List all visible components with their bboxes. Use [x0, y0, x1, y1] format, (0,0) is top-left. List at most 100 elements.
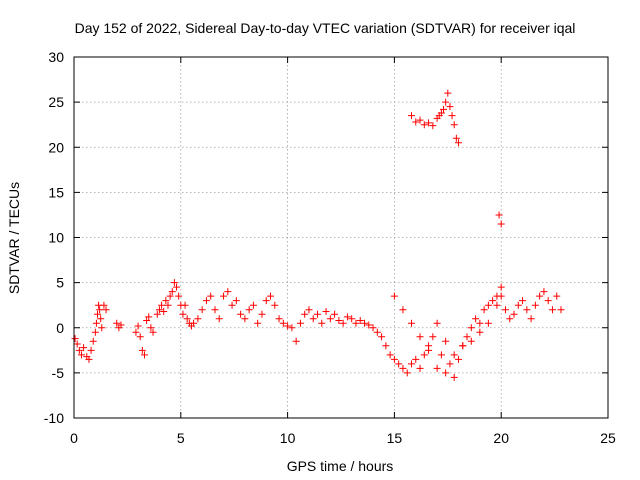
data-point	[450, 351, 458, 359]
data-point	[476, 319, 484, 327]
data-point	[390, 292, 398, 300]
data-point	[87, 346, 95, 354]
data-point	[519, 297, 527, 305]
data-point	[467, 324, 475, 332]
data-point	[175, 292, 183, 300]
data-point	[390, 355, 398, 363]
data-point	[531, 301, 539, 309]
data-point	[448, 112, 456, 120]
x-tick-label: 25	[600, 430, 616, 446]
data-point	[497, 283, 505, 291]
data-point	[463, 333, 471, 341]
data-point	[433, 364, 441, 372]
y-tick-label: 10	[48, 230, 64, 246]
data-point	[382, 342, 390, 350]
data-point	[136, 333, 144, 341]
data-point	[493, 301, 501, 309]
data-point	[540, 288, 548, 296]
x-tick-label: 5	[177, 430, 185, 446]
y-tick-label: 20	[48, 139, 64, 155]
data-point	[497, 292, 505, 300]
data-point	[420, 351, 428, 359]
data-point	[198, 306, 206, 314]
data-point	[202, 297, 210, 305]
data-point	[73, 340, 81, 348]
data-point	[506, 315, 514, 323]
data-point	[164, 301, 172, 309]
data-point	[437, 109, 445, 117]
data-point	[241, 315, 249, 323]
y-tick-label: 30	[48, 49, 64, 65]
data-point	[179, 310, 187, 318]
data-point	[145, 313, 153, 321]
data-point	[557, 306, 565, 314]
data-point	[450, 121, 458, 129]
data-point	[446, 103, 454, 111]
data-point	[220, 292, 228, 300]
data-point	[301, 310, 309, 318]
data-point	[454, 355, 462, 363]
data-point	[416, 364, 424, 372]
data-point	[548, 306, 556, 314]
data-point	[416, 116, 424, 124]
data-point	[407, 360, 415, 368]
data-point	[97, 315, 105, 323]
data-point	[262, 297, 270, 305]
data-point	[343, 313, 351, 321]
data-point	[452, 134, 460, 142]
data-point	[318, 319, 326, 327]
data-point	[258, 310, 266, 318]
data-point	[335, 317, 343, 325]
data-point	[170, 279, 178, 287]
data-point	[211, 306, 219, 314]
data-point	[467, 337, 475, 345]
data-point	[284, 322, 292, 330]
data-point	[149, 328, 157, 336]
data-point	[305, 306, 313, 314]
data-point	[373, 328, 381, 336]
data-point	[181, 301, 189, 309]
data-point	[245, 306, 253, 314]
data-point	[399, 364, 407, 372]
data-point	[155, 306, 163, 314]
data-point	[322, 308, 330, 316]
data-point	[158, 301, 166, 309]
data-point	[254, 319, 262, 327]
data-point	[80, 344, 88, 352]
data-point	[207, 292, 215, 300]
data-point	[271, 301, 279, 309]
data-point	[96, 306, 104, 314]
data-point	[173, 283, 181, 291]
data-point	[454, 139, 462, 147]
data-point	[369, 324, 377, 332]
data-point	[420, 121, 428, 129]
data-point	[162, 297, 170, 305]
data-point	[407, 319, 415, 327]
data-point	[228, 301, 236, 309]
data-point	[348, 315, 356, 323]
data-point	[446, 360, 454, 368]
data-point	[395, 360, 403, 368]
data-point	[102, 306, 110, 314]
data-point	[480, 306, 488, 314]
data-point	[440, 105, 448, 113]
data-point	[495, 211, 503, 219]
data-point	[166, 292, 174, 300]
data-point	[437, 351, 445, 359]
data-point	[249, 301, 257, 309]
data-point	[523, 306, 531, 314]
y-tick-label: 15	[48, 184, 64, 200]
data-point	[143, 317, 151, 325]
data-point	[442, 369, 450, 377]
data-point	[416, 333, 424, 341]
data-point	[501, 306, 509, 314]
data-point	[553, 292, 561, 300]
data-point	[215, 315, 223, 323]
data-point	[100, 301, 108, 309]
data-point	[425, 119, 433, 127]
data-point	[497, 220, 505, 228]
data-point	[314, 310, 322, 318]
data-point	[489, 297, 497, 305]
data-point	[98, 324, 106, 332]
